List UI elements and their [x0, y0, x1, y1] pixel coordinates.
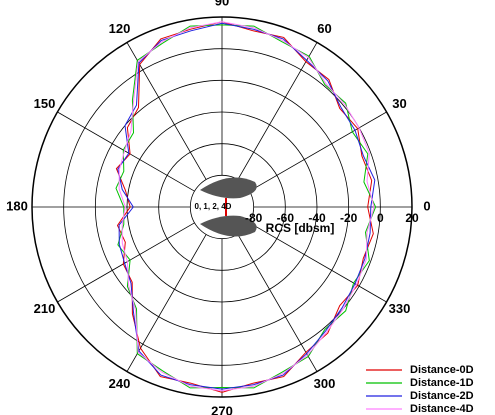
theta-tick-label: 30	[392, 96, 406, 111]
r-tick-label: -40	[308, 211, 326, 225]
theta-tick-label: 270	[211, 403, 233, 415]
legend: Distance-0DDistance-1DDistance-2DDistanc…	[366, 364, 474, 415]
aircraft-part	[200, 215, 257, 237]
theta-tick-label: 90	[215, 0, 229, 8]
theta-tick-label: 0	[423, 198, 430, 213]
legend-label: Distance-4D	[410, 403, 474, 415]
theta-tick-label: 180	[6, 198, 28, 213]
theta-tick-label: 240	[109, 376, 131, 391]
legend-label: Distance-0D	[410, 364, 474, 376]
series-line	[118, 21, 375, 392]
legend-label: Distance-2D	[410, 390, 474, 402]
legend-label: Distance-1D	[410, 377, 474, 389]
grid-spoke	[237, 234, 318, 372]
grid-spoke	[126, 42, 207, 180]
grid-spoke	[249, 111, 387, 192]
labels: 0, 1, 2, 4D RCS [dbsm] -80 -60 -40 -20 0 20 0 3…	[6, 0, 430, 415]
series-line	[115, 24, 377, 389]
theta-tick-label: 120	[109, 21, 131, 36]
theta-tick-label: 330	[389, 301, 411, 316]
series-line	[117, 22, 376, 390]
grid-spoke	[237, 42, 318, 180]
grid-spoke	[57, 222, 195, 303]
radial-axis-label: RCS [dbsm]	[266, 221, 335, 235]
grid-spoke	[57, 111, 195, 192]
theta-tick-label: 60	[317, 21, 331, 36]
r-tick-label: -20	[340, 211, 358, 225]
r-tick-label: -80	[245, 211, 263, 225]
legend-box	[362, 362, 494, 414]
r-tick-label: -60	[277, 211, 295, 225]
aircraft-shape	[200, 177, 257, 237]
r-tick-label: 20	[405, 211, 419, 225]
traces	[115, 21, 377, 393]
series-line	[115, 21, 374, 393]
annotation: 0, 1, 2, 4D	[195, 202, 232, 211]
aircraft-part	[200, 177, 257, 199]
r-tick-label: 0	[377, 211, 384, 225]
theta-tick-label: 210	[34, 301, 56, 316]
theta-tick-label: 150	[34, 96, 56, 111]
grid	[31, 16, 413, 398]
theta-tick-label: 300	[314, 376, 336, 391]
grid-spoke	[249, 222, 387, 303]
grid-spoke	[126, 234, 207, 372]
